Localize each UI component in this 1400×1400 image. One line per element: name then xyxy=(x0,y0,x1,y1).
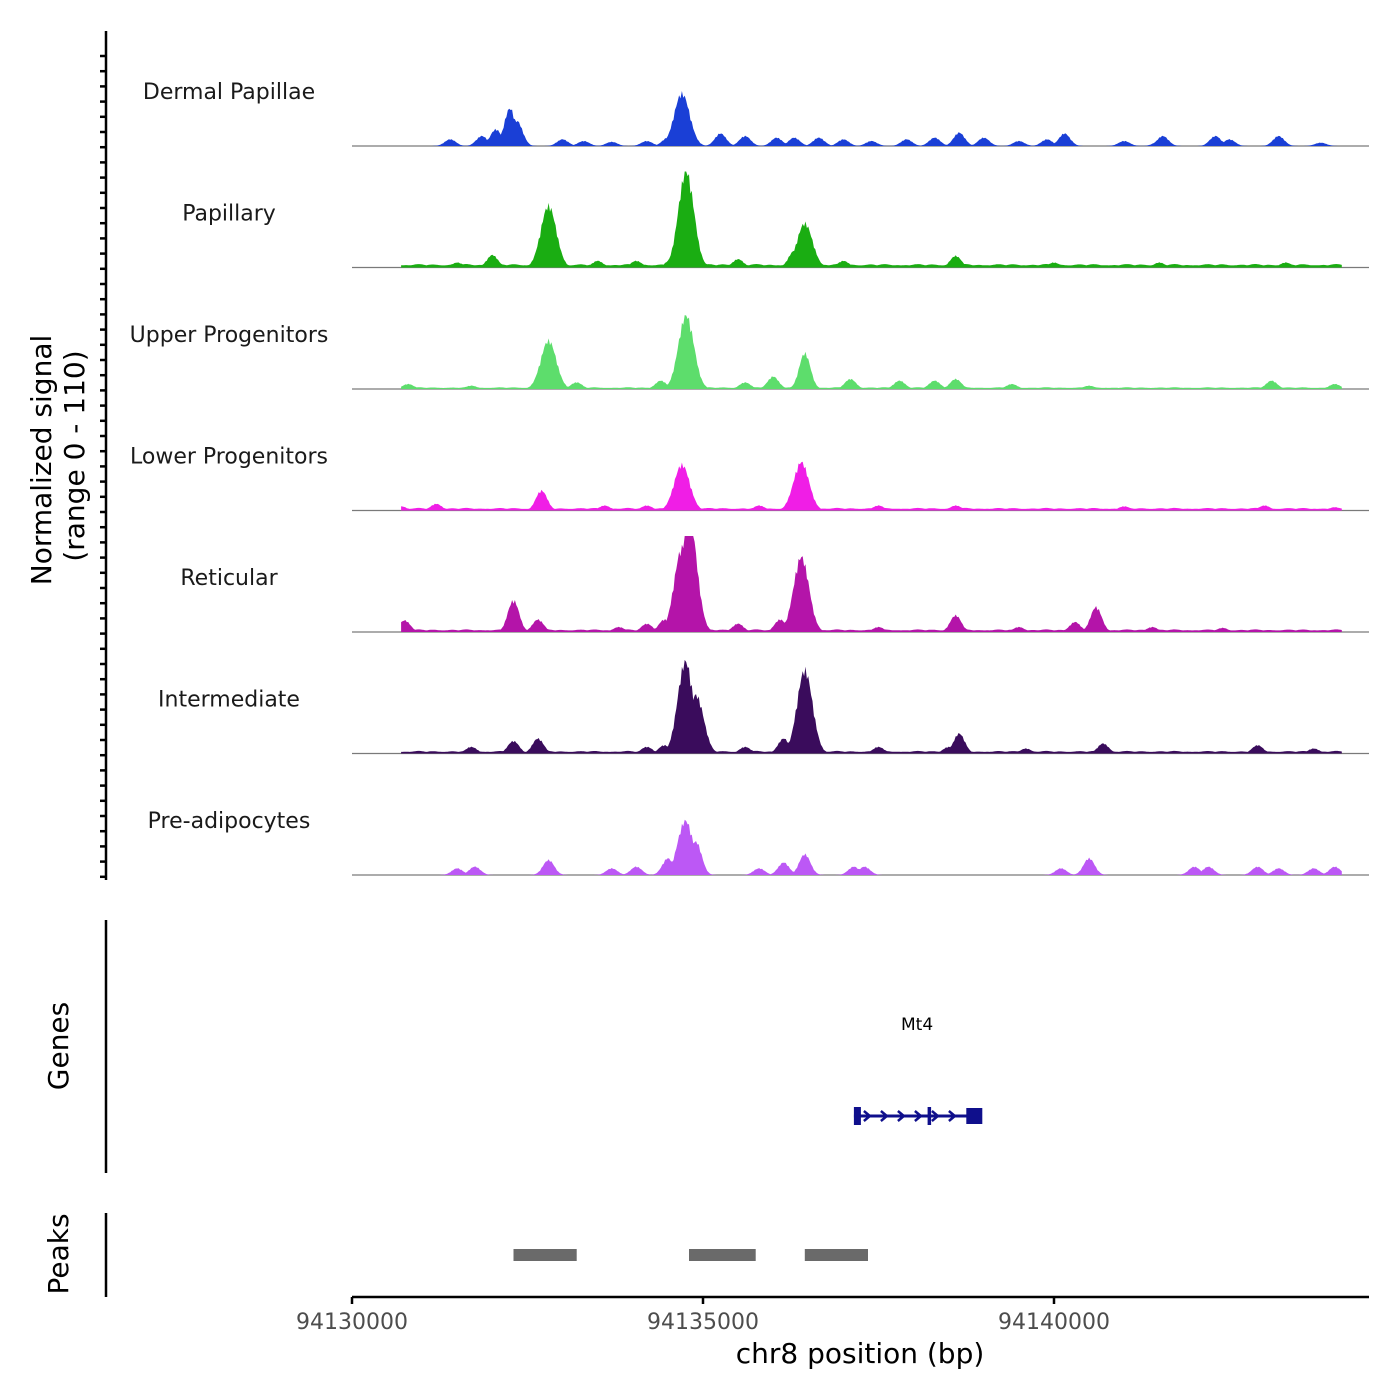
track-reticular: Reticular xyxy=(180,536,1369,633)
gene-label: Mt4 xyxy=(901,1015,933,1035)
track-label: Dermal Papillae xyxy=(143,80,315,105)
gene-strand-arrow xyxy=(863,1110,872,1122)
coverage-area xyxy=(401,819,1342,875)
peak-region xyxy=(513,1249,577,1261)
gene-strand-arrow xyxy=(880,1110,889,1122)
gene-strand-arrow xyxy=(897,1110,906,1122)
coverage-y-ticks xyxy=(100,54,106,879)
genes-panel-label: Genes xyxy=(42,1002,75,1090)
track-label: Intermediate xyxy=(158,688,300,713)
peaks-panel-label: Peaks xyxy=(42,1213,75,1294)
gene-exon xyxy=(927,1107,932,1125)
coverage-area xyxy=(401,315,1342,389)
x-axis-title: chr8 position (bp) xyxy=(736,1337,985,1370)
gene-strand-arrow xyxy=(931,1110,940,1122)
x-axis: 94130000 94135000 94140000 xyxy=(296,1297,1110,1335)
gene-exon xyxy=(966,1108,983,1124)
gene-strand-arrow xyxy=(914,1110,923,1122)
gene-strand-arrow xyxy=(948,1110,957,1122)
coverage-area xyxy=(401,461,1342,511)
track-label: Pre-adipocytes xyxy=(148,809,311,834)
coverage-tracks: Dermal Papillae Papillary Upper Progenitor… xyxy=(130,80,1369,876)
track-label: Papillary xyxy=(182,202,276,227)
track-upper-progenitors: Upper Progenitors xyxy=(130,315,1369,390)
coverage-area xyxy=(401,659,1342,754)
peak-region xyxy=(689,1249,756,1261)
peak-region xyxy=(804,1249,868,1261)
x-tick-label: 94135000 xyxy=(647,1310,759,1335)
y-axis-title: Normalized signal xyxy=(25,335,58,586)
track-label: Lower Progenitors xyxy=(130,445,328,470)
gene-exon xyxy=(853,1107,861,1125)
coverage-area xyxy=(401,91,1342,146)
track-intermediate: Intermediate xyxy=(158,659,1369,755)
track-label: Reticular xyxy=(180,566,278,591)
coverage-area xyxy=(401,171,1342,268)
track-dermal-papillae: Dermal Papillae xyxy=(143,80,1369,147)
x-tick-label: 94140000 xyxy=(998,1310,1110,1335)
y-axis-range: (range 0 - 110) xyxy=(58,350,91,561)
x-tick-label: 94130000 xyxy=(296,1310,408,1335)
genes-track: Mt4 xyxy=(853,1015,983,1125)
coverage-area xyxy=(401,536,1342,632)
track-papillary: Papillary xyxy=(182,171,1369,269)
peaks-track xyxy=(513,1249,868,1261)
track-label: Upper Progenitors xyxy=(130,323,329,348)
track-lower-progenitors: Lower Progenitors xyxy=(130,445,1369,512)
track-pre-adipocytes: Pre-adipocytes xyxy=(148,809,1369,876)
